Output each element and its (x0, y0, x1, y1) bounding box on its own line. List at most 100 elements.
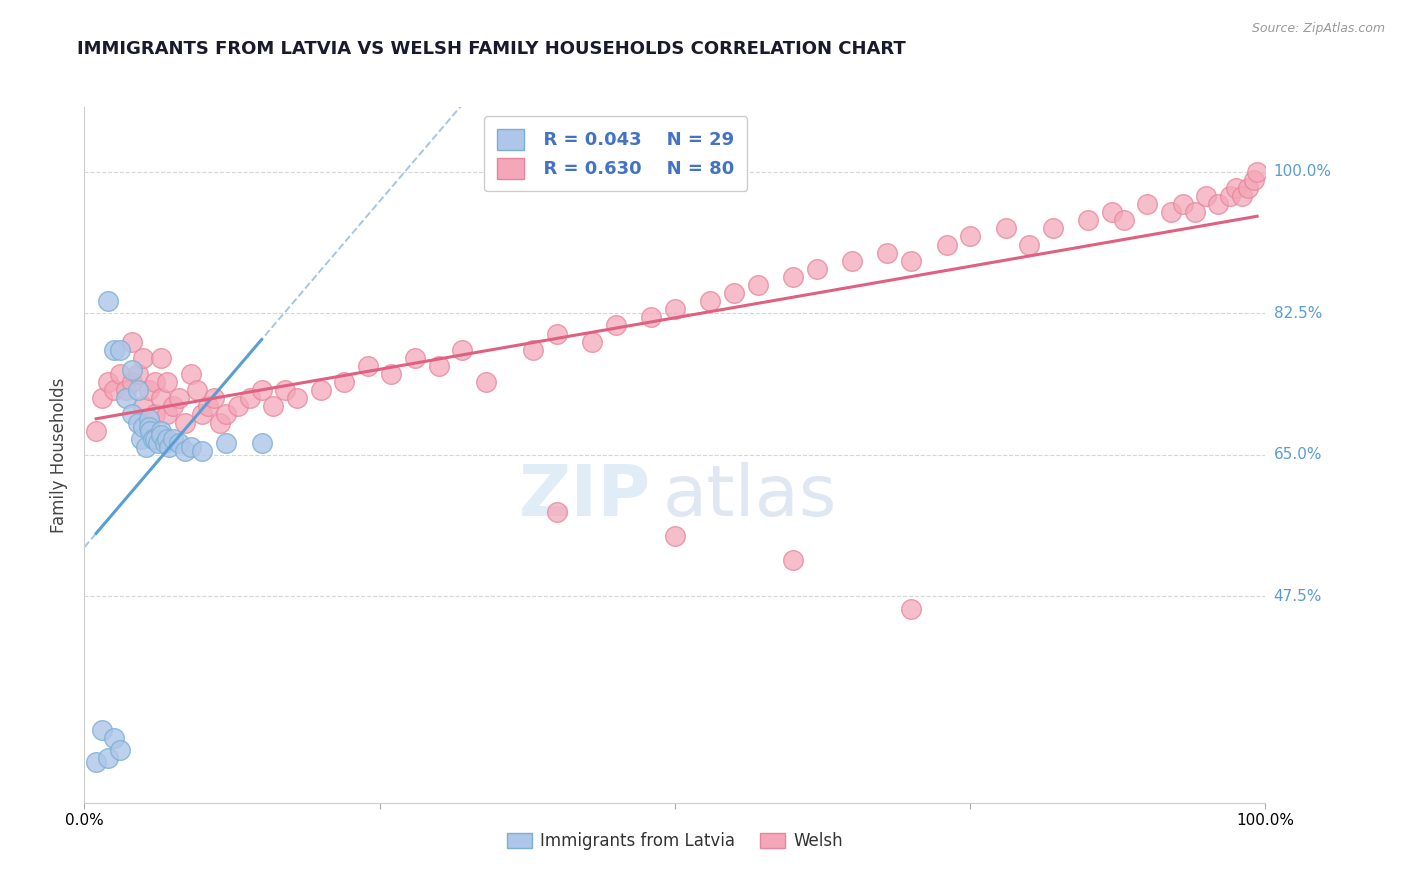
Point (97, 294, 120, 309)
Point (309, 383, 332, 397)
Point (747, 278, 769, 293)
Point (162, 400, 184, 414)
Point (156, 408, 179, 422)
Point (959, 229, 981, 244)
Point (1236, 181, 1258, 195)
Point (1246, 165, 1268, 179)
Point (581, 334, 603, 349)
Point (138, 411, 160, 425)
Point (782, 553, 804, 567)
Point (427, 359, 450, 373)
Point (475, 375, 498, 389)
Point (605, 318, 627, 333)
Point (191, 408, 214, 422)
Point (994, 221, 1017, 235)
Legend: Immigrants from Latvia, Welsh: Immigrants from Latvia, Welsh (501, 826, 849, 857)
Text: IMMIGRANTS FROM LATVIA VS WELSH FAMILY HOUSEHOLDS CORRELATION CHART: IMMIGRANTS FROM LATVIA VS WELSH FAMILY H… (77, 40, 905, 58)
Text: 47.5%: 47.5% (1274, 589, 1322, 604)
Point (197, 400, 219, 414)
Point (274, 383, 297, 397)
Point (841, 253, 863, 268)
Point (139, 424, 162, 438)
Point (1042, 221, 1064, 235)
Point (162, 432, 184, 446)
Point (935, 237, 957, 252)
Point (1171, 197, 1194, 211)
Point (138, 419, 160, 434)
Point (202, 392, 225, 406)
Text: Source: ZipAtlas.com: Source: ZipAtlas.com (1251, 22, 1385, 36)
Point (180, 367, 202, 381)
Point (357, 359, 380, 373)
Point (664, 529, 686, 543)
Point (150, 424, 173, 438)
Point (215, 435, 238, 450)
Point (173, 416, 195, 430)
Point (333, 375, 356, 389)
Point (97, 375, 120, 389)
Point (1112, 213, 1135, 227)
Text: 65.0%: 65.0% (1274, 448, 1322, 462)
Point (108, 343, 131, 357)
Text: 100.0%: 100.0% (1274, 164, 1331, 179)
Point (84, 756, 107, 770)
Point (699, 294, 721, 309)
Point (239, 392, 262, 406)
Point (546, 504, 568, 518)
Point (127, 383, 149, 397)
Point (150, 351, 173, 365)
Text: ZIP: ZIP (519, 462, 651, 531)
Point (546, 326, 568, 341)
Point (1206, 197, 1229, 211)
Point (1101, 205, 1123, 219)
Point (127, 416, 149, 430)
Point (226, 400, 249, 414)
Point (1184, 205, 1206, 219)
Point (84, 424, 107, 438)
Point (1160, 205, 1182, 219)
Point (250, 383, 273, 397)
Point (156, 432, 179, 446)
Y-axis label: Family Households: Family Households (51, 377, 69, 533)
Point (1243, 173, 1265, 187)
Point (150, 392, 173, 406)
Point (173, 443, 195, 458)
Point (180, 440, 202, 454)
Point (250, 435, 273, 450)
Point (1136, 197, 1159, 211)
Point (380, 367, 402, 381)
Point (1230, 189, 1253, 203)
Point (114, 383, 136, 397)
Point (143, 375, 166, 389)
Point (97, 751, 120, 765)
Point (91, 723, 114, 737)
Point (127, 367, 149, 381)
Point (806, 261, 828, 276)
Point (132, 419, 155, 434)
Point (1195, 189, 1218, 203)
Point (186, 383, 208, 397)
Point (191, 443, 214, 458)
Point (129, 432, 152, 446)
Point (782, 269, 804, 284)
Point (723, 286, 745, 301)
Point (1225, 181, 1247, 195)
Point (150, 427, 173, 442)
Point (121, 375, 143, 389)
Point (522, 343, 544, 357)
Point (664, 302, 686, 317)
Point (143, 432, 166, 446)
Point (121, 334, 143, 349)
Point (135, 440, 157, 454)
Point (132, 400, 155, 414)
Point (876, 245, 898, 260)
Point (156, 375, 179, 389)
Point (209, 416, 232, 430)
Point (91, 392, 114, 406)
Point (900, 253, 922, 268)
Point (132, 351, 155, 365)
Point (121, 408, 143, 422)
Point (262, 400, 284, 414)
Point (640, 310, 662, 325)
Point (1219, 189, 1241, 203)
